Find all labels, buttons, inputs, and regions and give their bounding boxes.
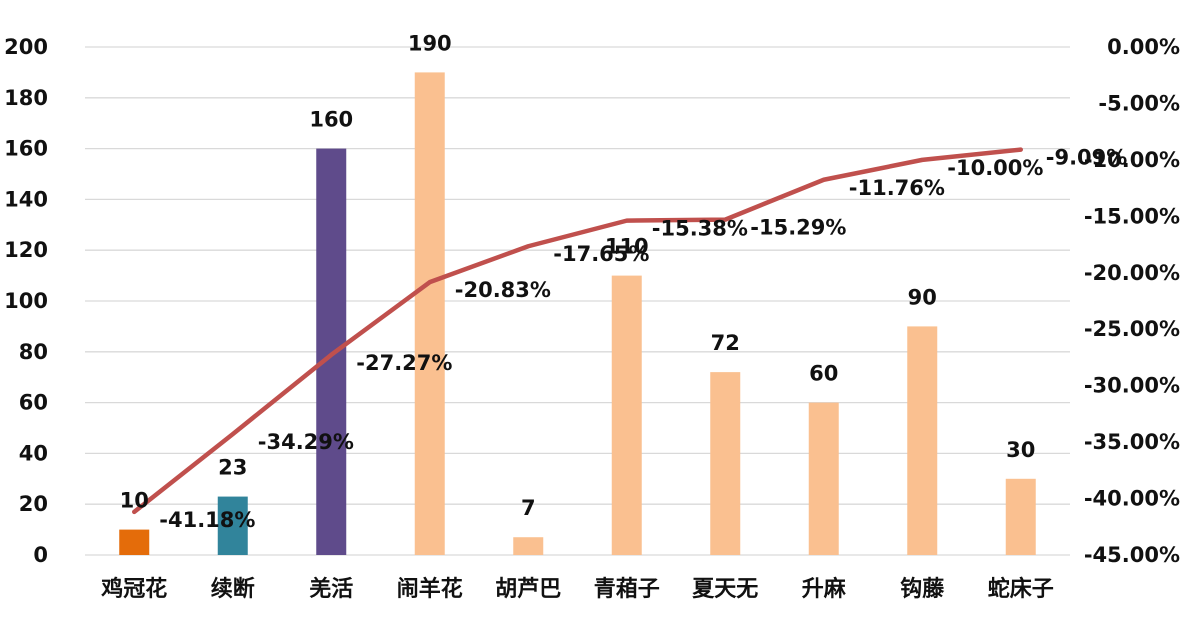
bar-data-label: 72 xyxy=(711,331,740,355)
right-axis-tick-label: -15.00% xyxy=(1084,204,1180,228)
bar xyxy=(808,402,839,555)
bar-data-label: 7 xyxy=(521,496,536,520)
bar xyxy=(217,496,248,555)
x-axis-category-label: 青葙子 xyxy=(594,576,660,602)
bar xyxy=(119,529,150,555)
left-axis-tick-label: 80 xyxy=(19,340,48,364)
left-axis-tick-label: 180 xyxy=(4,86,48,110)
x-axis-category-label: 羌活 xyxy=(309,576,353,602)
bar xyxy=(710,372,741,555)
line-series xyxy=(132,147,1023,515)
line-data-label: -10.00% xyxy=(947,156,1043,180)
line-data-label: -15.38% xyxy=(652,217,748,241)
bar xyxy=(907,326,938,555)
right-axis-tick-label: -10.00% xyxy=(1084,148,1180,172)
line-data-label: -20.83% xyxy=(455,278,551,302)
line-data-label: -27.27% xyxy=(356,351,452,375)
bar xyxy=(513,537,544,555)
line-data-label: -34.29% xyxy=(258,430,354,454)
left-axis-tick-label: 200 xyxy=(4,35,48,59)
x-axis-category-label: 夏天无 xyxy=(692,577,758,602)
left-axis-tick-label: 40 xyxy=(19,441,48,465)
bar-data-label: 30 xyxy=(1006,438,1035,462)
bar-series xyxy=(119,72,1036,556)
right-axis-tick-label: -35.00% xyxy=(1084,430,1180,454)
x-axis-category-label: 续断 xyxy=(211,576,255,602)
x-axis-category-label: 升麻 xyxy=(802,576,847,602)
left-axis-tick-label: 20 xyxy=(19,492,48,516)
bar-data-label: 60 xyxy=(809,362,838,386)
bar-data-label: 10 xyxy=(120,489,149,513)
right-axis-tick-label: -40.00% xyxy=(1084,487,1180,511)
bar xyxy=(414,72,445,556)
bar-data-label: 90 xyxy=(908,285,937,309)
x-axis-category-label: 闹羊花 xyxy=(397,576,463,602)
left-axis-tick-label: 60 xyxy=(19,391,48,415)
x-axis-category-label: 胡芦巴 xyxy=(495,577,561,602)
bar-data-label: 110 xyxy=(605,235,649,259)
right-axis-tick-label: -45.00% xyxy=(1084,543,1180,567)
line-data-label: -41.18% xyxy=(159,508,255,532)
x-axis-category-label: 蛇床子 xyxy=(988,576,1054,602)
x-axis-category-label: 鸡冠花 xyxy=(100,576,167,602)
line-data-label: -15.29% xyxy=(750,216,846,240)
left-axis-tick-label: 0 xyxy=(33,543,48,567)
bar-data-label: 190 xyxy=(408,31,452,55)
line-path xyxy=(132,147,1023,515)
bar xyxy=(316,148,347,555)
right-axis-tick-label: -30.00% xyxy=(1084,374,1180,398)
gridlines xyxy=(85,46,1070,556)
right-axis-tick-label: -25.00% xyxy=(1084,317,1180,341)
right-axis-tick-label: 0.00% xyxy=(1107,35,1180,59)
line-data-label: -11.76% xyxy=(849,176,945,200)
bar xyxy=(611,275,642,555)
right-axis-tick-label: -20.00% xyxy=(1084,261,1180,285)
data-labels: 10 23 160 190 7 110 72 60 90 30 -41.18% -34.29% -27.… xyxy=(120,31,1128,531)
line-data-label: -17.65% xyxy=(553,242,649,266)
right-axis-tick-label: -5.00% xyxy=(1098,91,1180,115)
left-axis-tick-label: 100 xyxy=(4,289,48,313)
left-axis-tick-label: 140 xyxy=(4,187,48,211)
x-axis-category-label: 钩藤 xyxy=(900,576,945,602)
left-axis-tick-label: 120 xyxy=(4,238,48,262)
left-axis-tick-label: 160 xyxy=(4,137,48,161)
bar-data-label: 160 xyxy=(309,108,353,132)
axes: 0 20 40 60 80 100 120 140 160 180 200 0.00% -5.00% -1… xyxy=(4,35,1180,602)
line-data-label: -9.09% xyxy=(1046,146,1128,170)
bar-data-label: 23 xyxy=(218,456,247,480)
bar xyxy=(1005,478,1036,555)
